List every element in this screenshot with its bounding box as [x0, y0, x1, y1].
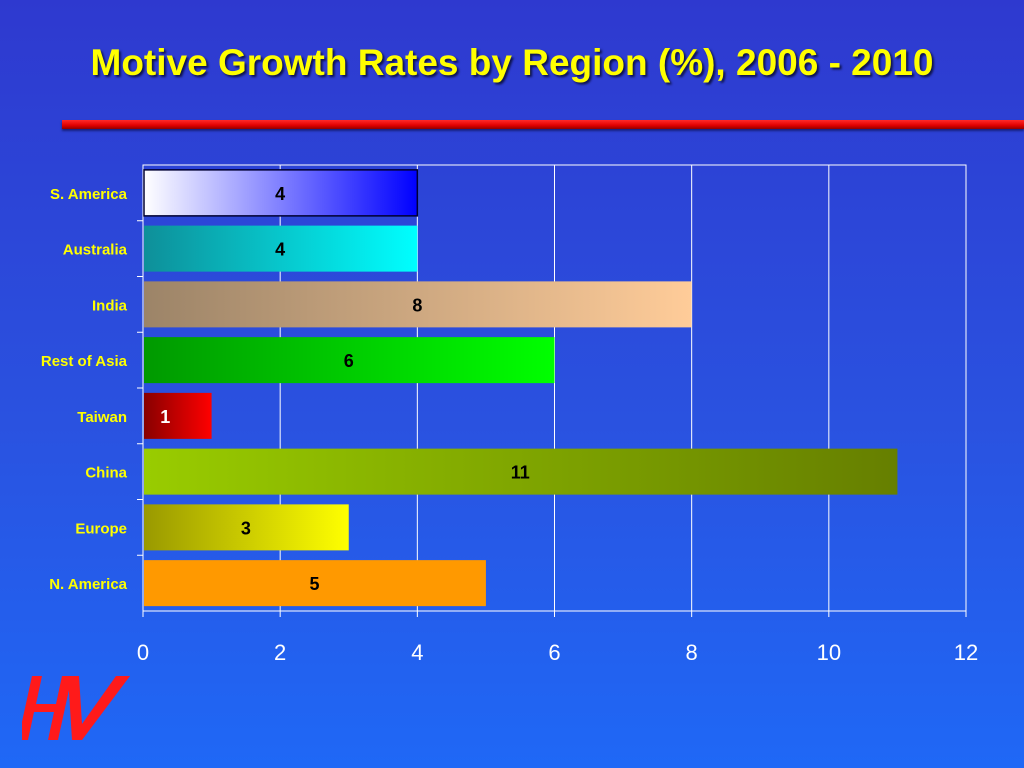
bar	[144, 392, 212, 439]
x-tick-label: 6	[548, 640, 560, 665]
x-tick-label: 12	[954, 640, 978, 665]
data-label: 11	[511, 463, 530, 483]
bar	[144, 504, 349, 551]
category-label: Europe	[75, 520, 127, 537]
data-label: 4	[275, 240, 285, 260]
bar	[144, 225, 418, 272]
slide-title: Motive Growth Rates by Region (%), 2006 …	[90, 42, 934, 83]
bar	[144, 337, 555, 384]
data-label: 6	[344, 351, 354, 371]
x-tick-label: 0	[137, 640, 149, 665]
data-label: 3	[241, 518, 251, 538]
category-label: Rest of Asia	[41, 353, 128, 370]
hv-logo-icon	[22, 676, 130, 740]
category-label: S. America	[50, 186, 128, 203]
bar	[144, 281, 692, 328]
data-label: 8	[412, 295, 422, 315]
bar	[144, 448, 898, 495]
category-label: Taiwan	[77, 409, 127, 426]
data-label: 1	[160, 407, 170, 427]
category-label: Australia	[63, 242, 128, 259]
x-tick-label: 10	[817, 640, 841, 665]
title-rule	[62, 120, 1024, 129]
data-label: 4	[275, 184, 285, 204]
x-tick-label: 4	[411, 640, 423, 665]
x-tick-label: 8	[686, 640, 698, 665]
bars	[143, 169, 898, 607]
category-label: N. America	[49, 576, 127, 593]
data-label: 5	[309, 574, 319, 594]
category-label: China	[85, 465, 127, 482]
bar	[143, 169, 419, 217]
bar	[144, 560, 486, 607]
category-label: India	[92, 297, 128, 314]
x-tick-labels: 0 2 4 6 8 10 12	[137, 640, 978, 665]
category-labels: S. America Australia India Rest of Asia Taiw…	[41, 186, 128, 593]
x-tick-label: 2	[274, 640, 286, 665]
